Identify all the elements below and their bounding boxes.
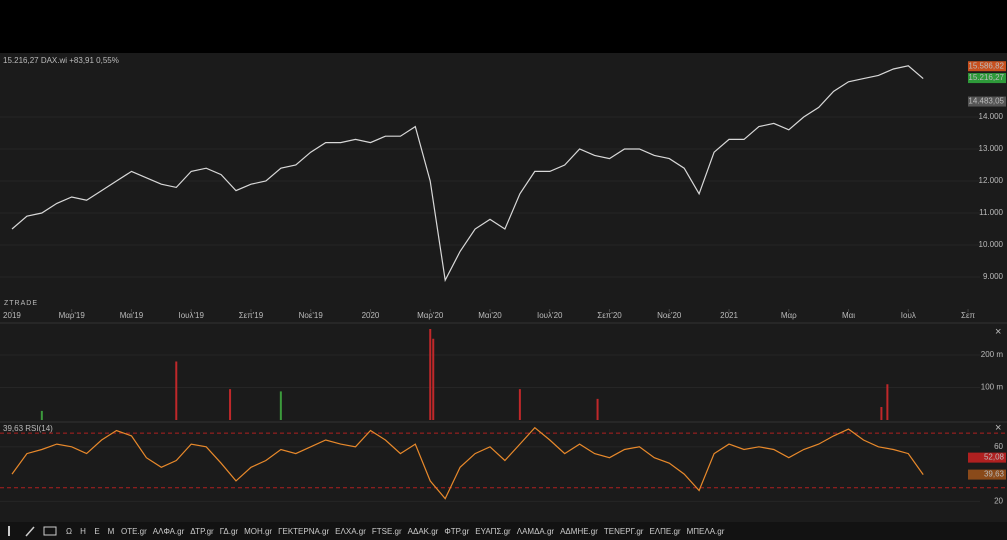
panel-title: 15.216,27 DAX.wi +83,91 0,55% bbox=[3, 56, 119, 65]
x-tick-label: Νοε'19 bbox=[299, 311, 324, 320]
y-tick-label: 100 m bbox=[981, 383, 1004, 392]
price-tag-label: 15.586,82 bbox=[968, 61, 1004, 70]
x-tick-label: Μαι'20 bbox=[478, 311, 502, 320]
draw-icon[interactable] bbox=[25, 526, 35, 537]
y-tick-label: 10.000 bbox=[979, 240, 1004, 249]
price-line bbox=[11, 426, 924, 500]
chart-area: × × 9.000 10.000 11.000 12.000 13.000 14.000 2… bbox=[0, 53, 1007, 522]
symbol-tab[interactable]: ΓΕΚΤΕΡΝΑ.gr bbox=[278, 526, 330, 536]
period-button[interactable]: Ω bbox=[66, 526, 72, 536]
price-tag-label: 52,08 bbox=[984, 453, 1005, 462]
symbol-tab[interactable]: ΜΠΕΛΑ.gr bbox=[686, 526, 725, 536]
x-tick-label: Σεπ'20 bbox=[597, 311, 622, 320]
x-tick-label: Νοε'20 bbox=[657, 311, 682, 320]
y-tick-label: 12.000 bbox=[979, 176, 1004, 185]
volume-bar bbox=[429, 329, 432, 420]
volume-bar bbox=[279, 391, 282, 420]
price-tag bbox=[968, 61, 1006, 72]
x-tick-label: Μαρ'20 bbox=[417, 311, 444, 320]
volume-bar bbox=[175, 361, 178, 420]
symbol-tab[interactable]: ΑΔΜΗΕ.gr bbox=[560, 526, 598, 536]
price-tag bbox=[968, 469, 1006, 480]
y-tick-label: 11.000 bbox=[979, 208, 1003, 217]
x-tick-label: Ιουλ'19 bbox=[178, 311, 204, 320]
period-button[interactable]: Ε bbox=[94, 526, 100, 536]
x-tick-label: Σεπ'19 bbox=[239, 311, 264, 320]
symbol-tab[interactable]: FTSE.gr bbox=[371, 526, 402, 536]
price-tag-label: 14.483,05 bbox=[968, 97, 1004, 106]
volume-bar bbox=[596, 398, 599, 420]
volume-bar bbox=[432, 338, 435, 420]
symbol-tab[interactable]: ΔΤΡ.gr bbox=[190, 526, 214, 536]
watermark: ZTRADE bbox=[4, 300, 38, 307]
price-line bbox=[11, 65, 924, 283]
close-button[interactable]: × bbox=[995, 326, 1001, 338]
x-tick-label: 2019 bbox=[3, 311, 21, 320]
x-tick-label: 2021 bbox=[720, 311, 738, 320]
close-button[interactable]: × bbox=[995, 422, 1001, 434]
x-tick-label: Μαρ'19 bbox=[59, 311, 86, 320]
symbol-tab[interactable]: ΕΥΑΠΣ.gr bbox=[475, 526, 511, 536]
volume-bar bbox=[40, 410, 43, 420]
panel-title: 39,63 RSI(14) bbox=[3, 424, 53, 433]
symbol-tab[interactable]: ΜΟΗ.gr bbox=[244, 526, 273, 536]
y-tick-label: 13.000 bbox=[979, 144, 1004, 153]
price-tag-label: 15.216,27 bbox=[968, 73, 1004, 82]
volume-bar bbox=[518, 389, 521, 420]
background bbox=[0, 53, 1007, 522]
price-tag-label: 39,63 bbox=[984, 470, 1005, 479]
toolbar: Ω Η Ε Μ ΟΤΕ.gr ΑΛΦΑ.gr ΔΤΡ.gr ΓΔ.gr ΜΟΗ.gr ΓΕΚΤΕΡ… bbox=[0, 522, 1007, 540]
x-tick-label: Μαρ bbox=[781, 311, 797, 320]
symbol-tab[interactable]: ΟΤΕ.gr bbox=[121, 526, 147, 536]
price-tag bbox=[968, 73, 1006, 84]
symbol-tab[interactable]: ΑΛΦΑ.gr bbox=[152, 526, 185, 536]
y-tick-label: 60 bbox=[994, 442, 1003, 451]
info-icon[interactable] bbox=[8, 526, 10, 536]
symbol-tab[interactable]: ΕΛΧΑ.gr bbox=[335, 526, 366, 536]
volume-bar bbox=[229, 389, 232, 420]
y-tick-label: 200 m bbox=[981, 350, 1004, 359]
grid-icon[interactable] bbox=[43, 526, 57, 536]
x-tick-label: Μαι'19 bbox=[120, 311, 144, 320]
volume-bar bbox=[886, 384, 889, 420]
period-button[interactable]: Μ bbox=[107, 526, 115, 536]
x-tick-label: Ιουλ bbox=[901, 311, 916, 320]
symbol-tab[interactable]: ΓΔ.gr bbox=[219, 526, 239, 536]
symbol-tab[interactable]: ΤΕΝΕΡΓ.gr bbox=[603, 526, 644, 536]
x-tick-label: Ιουλ'20 bbox=[537, 311, 563, 320]
symbol-tab[interactable]: ΦΤΡ.gr bbox=[444, 526, 470, 536]
y-tick-label: 9.000 bbox=[983, 272, 1004, 281]
symbol-tab[interactable]: ΕΛΠΕ.gr bbox=[649, 526, 681, 536]
x-tick-label: 2020 bbox=[362, 311, 380, 320]
x-tick-label: Μαι bbox=[842, 311, 855, 320]
symbol-tab[interactable]: ΑΔΑΚ.gr bbox=[407, 526, 439, 536]
y-tick-label: 14.000 bbox=[979, 112, 1004, 121]
y-tick-label: 20 bbox=[994, 496, 1003, 505]
x-tick-label: Σεπ bbox=[961, 311, 976, 320]
volume-bar bbox=[880, 407, 883, 420]
symbol-tab[interactable]: ΛΑΜΔΑ.gr bbox=[516, 526, 555, 536]
period-button[interactable]: Η bbox=[80, 526, 86, 536]
tool-icons bbox=[8, 526, 57, 537]
price-tag bbox=[968, 96, 1006, 107]
price-tag bbox=[968, 452, 1006, 463]
